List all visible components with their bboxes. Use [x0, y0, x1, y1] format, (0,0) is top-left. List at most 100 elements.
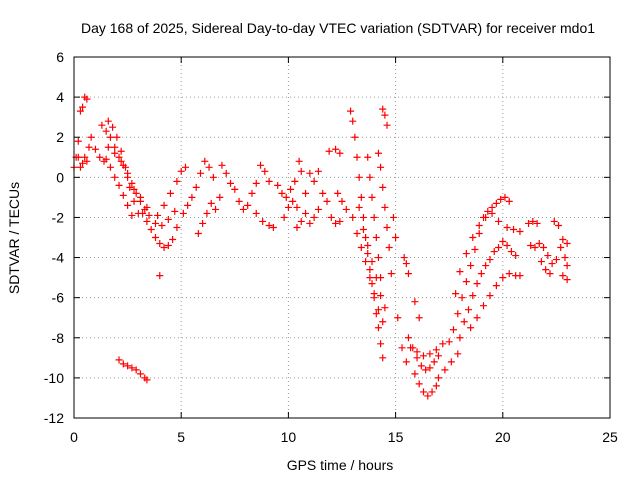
- data-point: [87, 133, 95, 141]
- data-point: [492, 199, 500, 207]
- data-point: [353, 229, 361, 237]
- data-point: [379, 318, 387, 326]
- data-point: [413, 348, 421, 356]
- data-point: [415, 314, 423, 322]
- data-point: [173, 223, 181, 231]
- data-point: [259, 217, 267, 225]
- data-point: [347, 107, 355, 115]
- y-tick-label: 4: [56, 89, 64, 105]
- data-point: [196, 169, 204, 177]
- data-point: [310, 213, 318, 221]
- data-point: [151, 219, 159, 227]
- data-point: [387, 270, 395, 278]
- data-point: [486, 256, 494, 264]
- data-point: [537, 258, 545, 266]
- data-point: [471, 246, 479, 254]
- data-point: [469, 292, 477, 300]
- data-point: [426, 350, 434, 358]
- data-point: [139, 209, 147, 217]
- data-point: [374, 149, 382, 157]
- data-point: [544, 252, 552, 260]
- y-tick-label: -4: [52, 250, 65, 266]
- data-point: [179, 209, 187, 217]
- data-point: [374, 324, 382, 332]
- data-point: [115, 153, 123, 161]
- data-point: [164, 215, 172, 223]
- data-point: [297, 217, 305, 225]
- data-point: [525, 219, 533, 227]
- data-point: [104, 117, 112, 125]
- data-point: [411, 370, 419, 378]
- data-point: [218, 161, 226, 169]
- data-point: [132, 189, 140, 197]
- data-point: [181, 163, 189, 171]
- data-point: [559, 272, 567, 280]
- data-point: [499, 274, 507, 282]
- data-point: [121, 163, 129, 171]
- data-point: [383, 223, 391, 231]
- data-point: [102, 127, 110, 135]
- data-point: [310, 177, 318, 185]
- data-point: [555, 221, 563, 229]
- data-point: [130, 197, 138, 205]
- data-point: [184, 201, 192, 209]
- data-point: [289, 197, 297, 205]
- y-tick-label: -6: [52, 290, 65, 306]
- data-point: [460, 318, 468, 326]
- data-point: [357, 244, 365, 252]
- data-point: [74, 153, 82, 161]
- axis-ticks: 0 5 10 15 20 25 -12 -10 -8 -6 -4 -2 0 2 4 6: [44, 49, 618, 445]
- data-point: [83, 95, 91, 103]
- data-point: [428, 388, 436, 396]
- y-tick-label: 6: [56, 49, 64, 65]
- data-point: [128, 179, 136, 187]
- data-point: [216, 193, 224, 201]
- data-point: [510, 225, 518, 233]
- data-point: [124, 362, 132, 370]
- data-point: [325, 147, 333, 155]
- x-tick-label: 5: [177, 429, 185, 445]
- data-point: [434, 374, 442, 382]
- data-point: [462, 250, 470, 258]
- data-point: [372, 234, 380, 241]
- data-point: [145, 211, 153, 219]
- data-point: [334, 189, 342, 197]
- data-point: [362, 258, 370, 266]
- data-point: [370, 213, 378, 221]
- data-point: [430, 358, 438, 366]
- data-point: [119, 360, 127, 368]
- data-point: [158, 221, 166, 229]
- data-point: [475, 229, 483, 237]
- data-point: [323, 197, 331, 205]
- data-point: [563, 276, 571, 284]
- series-group: [139, 163, 189, 280]
- data-point: [383, 121, 391, 129]
- data-point: [201, 157, 209, 165]
- data-point: [314, 167, 322, 175]
- data-point: [235, 197, 243, 205]
- data-point: [559, 236, 567, 244]
- data-point: [349, 117, 357, 125]
- data-point: [488, 203, 496, 211]
- x-axis-label: GPS time / hours: [287, 457, 394, 473]
- data-point: [126, 183, 134, 191]
- data-point: [381, 111, 389, 119]
- data-point: [505, 270, 513, 278]
- data-point: [252, 209, 260, 217]
- data-point: [419, 388, 427, 396]
- data-point: [143, 376, 151, 384]
- data-point: [274, 181, 282, 189]
- data-point: [98, 121, 106, 129]
- data-point: [265, 221, 273, 229]
- data-point: [207, 199, 215, 207]
- data-point: [454, 350, 462, 358]
- data-point: [394, 314, 402, 322]
- plot-frame: [73, 56, 611, 419]
- data-point: [351, 133, 359, 141]
- data-point: [111, 143, 119, 151]
- data-point: [422, 366, 430, 374]
- data-point: [106, 163, 114, 171]
- data-point: [291, 177, 299, 185]
- data-point: [85, 143, 93, 151]
